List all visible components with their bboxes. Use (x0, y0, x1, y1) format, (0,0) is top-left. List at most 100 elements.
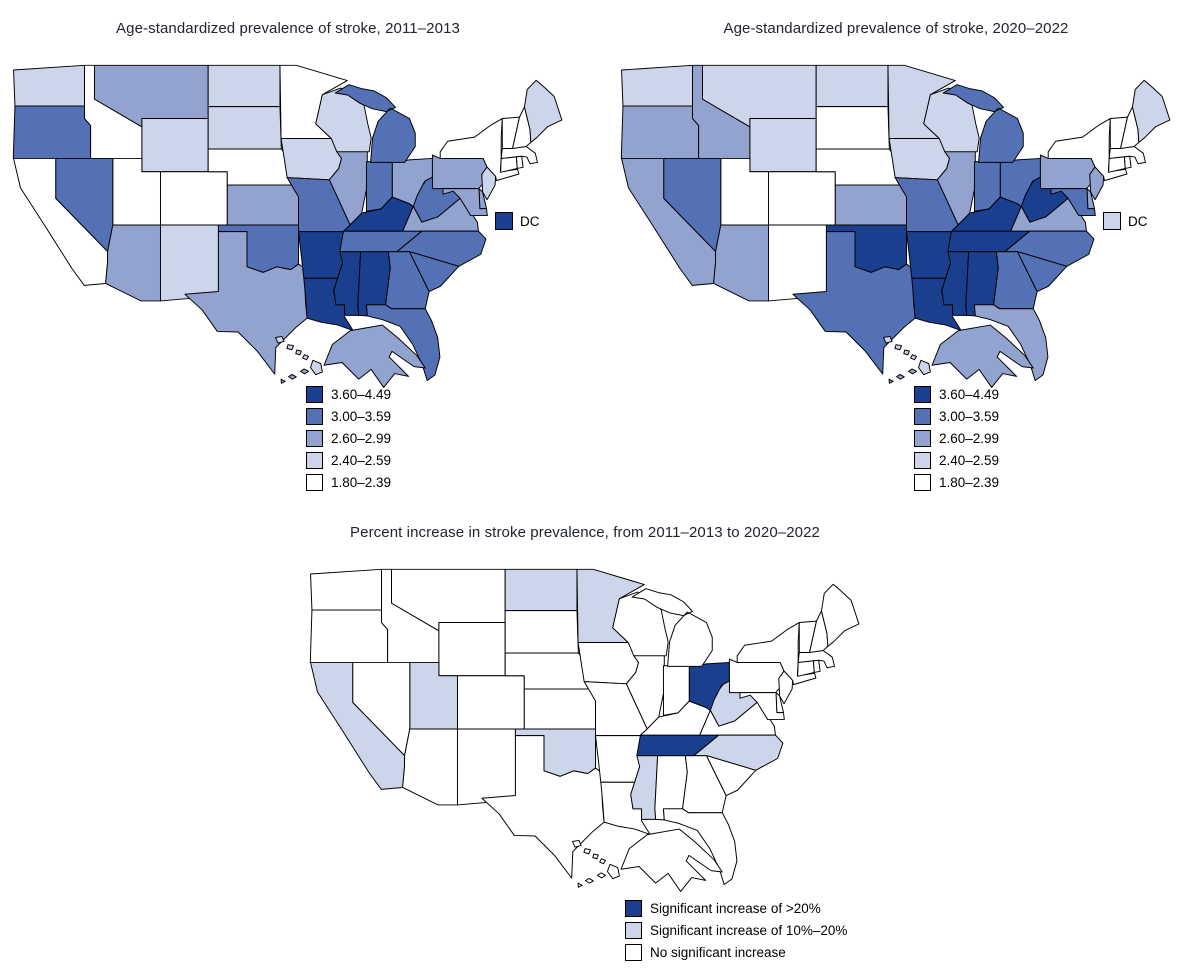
legend-row: 2.40–2.59 (306, 452, 391, 469)
state-mi (942, 84, 1024, 163)
legend-row: 1.80–2.39 (306, 474, 391, 491)
percent-increase-legend: Significant increase of >20% Significant… (625, 900, 847, 961)
legend-label: No significant increase (650, 945, 786, 960)
legend-row: Significant increase of 10%–20% (625, 922, 847, 939)
legend-swatch (306, 386, 323, 403)
state-ia (280, 138, 342, 181)
legend-label: 1.80–2.39 (939, 475, 1000, 490)
legend-row: 2.60–2.99 (306, 430, 391, 447)
map-figure-2020-2022: Age-standardized prevalence of stroke, 2… (616, 8, 1176, 491)
state-fl (662, 808, 738, 885)
state-hi (275, 335, 323, 376)
legend-row: 2.40–2.59 (914, 452, 999, 469)
state-co (456, 675, 525, 730)
state-pa (1039, 154, 1096, 190)
us-choropleth-2020-2022 (616, 52, 1176, 468)
state-or (12, 105, 92, 159)
state-sc (1016, 251, 1068, 293)
legend-swatch (914, 474, 931, 491)
legend-row: 3.00–3.59 (306, 408, 391, 425)
legend-swatch (914, 386, 931, 403)
state-md (739, 692, 785, 721)
us-map-svg (620, 64, 1171, 388)
state-md (1050, 188, 1096, 217)
state-me (523, 79, 563, 143)
state-nj (1089, 166, 1105, 201)
state-sd (815, 106, 890, 150)
state-ri (1123, 155, 1132, 169)
prevalence-legend-2020-2022: 3.60–4.49 3.00–3.59 2.60–2.99 2.40–2.59 … (914, 386, 999, 491)
state-az (402, 728, 458, 806)
legend-row: No significant increase (625, 944, 847, 961)
legend-swatch (625, 900, 642, 917)
legend-label: 2.60–2.99 (331, 431, 392, 446)
state-wy (438, 622, 506, 677)
us-choropleth-percent-increase (305, 556, 865, 972)
legend-row: 2.60–2.99 (914, 430, 999, 447)
legend-label: 3.60–4.49 (331, 387, 392, 402)
legend-swatch (914, 408, 931, 425)
state-or (620, 105, 700, 159)
us-map-svg (309, 568, 860, 892)
legend-swatch (306, 474, 323, 491)
prevalence-legend-2011-2013: 3.60–4.49 3.00–3.59 2.60–2.99 2.40–2.59 … (306, 386, 391, 491)
state-or (309, 609, 389, 663)
dc-callout: DC (1103, 212, 1148, 230)
state-sd (207, 106, 282, 150)
state-hi (572, 839, 620, 880)
state-ri (812, 659, 821, 673)
state-az (105, 224, 161, 302)
legend-swatch (625, 944, 642, 961)
state-ma (797, 650, 835, 669)
map-title-percent-increase: Percent increase in stroke prevalence, f… (350, 524, 820, 541)
dc-swatch (1103, 212, 1121, 230)
state-nm (456, 728, 516, 806)
legend-label: 3.00–3.59 (939, 409, 1000, 424)
us-map-svg (12, 64, 563, 388)
state-ak (280, 324, 426, 388)
legend-swatch (914, 452, 931, 469)
us-choropleth-2011-2013 (8, 52, 568, 468)
legend-label: 2.40–2.59 (331, 453, 392, 468)
state-sc (705, 755, 757, 797)
state-ks (523, 688, 597, 730)
state-hi (883, 335, 931, 376)
dc-label: DC (520, 213, 540, 229)
state-ma (1108, 146, 1146, 165)
state-wa (621, 64, 694, 107)
state-ia (577, 642, 639, 685)
legend-row: 3.00–3.59 (914, 408, 999, 425)
state-nd (815, 64, 889, 108)
state-co (159, 171, 228, 226)
state-md (442, 188, 488, 217)
state-sc (408, 251, 460, 293)
state-nc (693, 734, 784, 771)
state-az (713, 224, 769, 302)
legend-label: 3.60–4.49 (939, 387, 1000, 402)
state-wa (13, 64, 86, 107)
state-ks (226, 184, 300, 226)
state-me (1131, 79, 1171, 143)
state-mi (334, 84, 416, 163)
legend-row: Significant increase of >20% (625, 900, 847, 917)
state-nc (396, 230, 487, 267)
dc-swatch (495, 212, 513, 230)
map-figure-2011-2013: Age-standardized prevalence of stroke, 2… (8, 8, 568, 491)
state-mi (631, 588, 713, 667)
state-ak (577, 828, 723, 892)
legend-row: 1.80–2.39 (914, 474, 999, 491)
legend-row: 3.60–4.49 (306, 386, 391, 403)
state-nd (504, 568, 578, 612)
legend-swatch (306, 452, 323, 469)
state-nm (767, 224, 827, 302)
legend-swatch (306, 408, 323, 425)
legend-label: 1.80–2.39 (331, 475, 392, 490)
state-fl (365, 304, 441, 381)
legend-swatch (625, 922, 642, 939)
state-ak (888, 324, 1034, 388)
legend-label: 2.40–2.59 (939, 453, 1000, 468)
legend-label: Significant increase of 10%–20% (650, 923, 848, 938)
legend-label: Significant increase of >20% (650, 901, 821, 916)
dc-label: DC (1128, 213, 1148, 229)
legend-label: 2.60–2.99 (939, 431, 1000, 446)
